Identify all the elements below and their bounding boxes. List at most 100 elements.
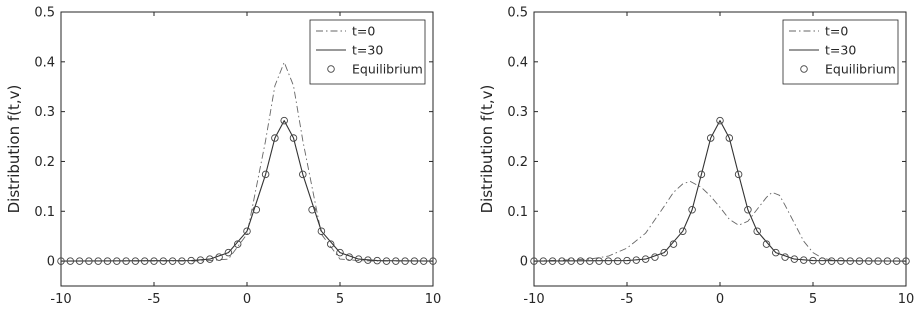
equilibrium-point	[669, 240, 678, 248]
legend-box	[309, 19, 426, 85]
equilibrium-point	[131, 257, 140, 265]
equilibrium-point	[336, 248, 344, 257]
series-equilibrium-markers	[57, 116, 437, 265]
equilibrium-point	[902, 257, 910, 265]
equilibrium-point	[224, 248, 233, 257]
equilibrium-point	[697, 170, 706, 179]
legend-box	[782, 19, 899, 85]
equilibrium-point	[159, 257, 168, 265]
equilibrium-point	[530, 257, 538, 265]
equilibrium-point	[401, 257, 409, 265]
legend-label: t=30	[352, 43, 383, 58]
equilibrium-point	[289, 134, 298, 142]
equilibrium-point	[641, 255, 650, 263]
x-tick-label: 0	[243, 292, 251, 307]
y-tick-label: 0.2	[507, 155, 528, 170]
series-line-t-30	[533, 120, 907, 262]
y-tick-label: 0	[47, 255, 55, 270]
equilibrium-point	[299, 170, 307, 179]
y-tick-label: 0.1	[507, 205, 528, 220]
equilibrium-point	[623, 256, 631, 265]
equilibrium-point	[651, 253, 659, 261]
x-tick-label: -10	[50, 292, 71, 307]
x-tick-label: -5	[621, 292, 634, 307]
series-line-t-0	[61, 61, 433, 262]
legend-label: t=30	[825, 43, 856, 58]
equilibrium-point	[725, 134, 734, 142]
legend: t=0 t=30 Equilibrium	[309, 19, 426, 85]
equilibrium-point	[734, 170, 743, 179]
equilibrium-point	[317, 227, 326, 235]
equilibrium-point	[874, 257, 882, 265]
equilibrium-point	[373, 256, 381, 265]
x-tick-label: -5	[148, 292, 161, 307]
legend: t=0 t=30 Equilibrium	[782, 19, 899, 85]
equilibrium-point	[113, 257, 121, 265]
y-tick-label: 0.5	[34, 6, 55, 21]
equilibrium-point	[595, 257, 603, 265]
legend-label: t=0	[825, 24, 848, 39]
equilibrium-point	[382, 257, 391, 265]
legend-label: Equilibrium	[825, 62, 896, 77]
equilibrium-point	[243, 227, 251, 235]
equilibrium-point	[308, 206, 316, 214]
equilibrium-point	[586, 257, 594, 265]
equilibrium-point	[632, 256, 641, 264]
equilibrium-point	[354, 255, 363, 263]
equilibrium-point	[576, 257, 585, 265]
x-tick-label: 5	[809, 292, 817, 307]
equilibrium-point	[168, 257, 177, 265]
equilibrium-point	[567, 257, 575, 265]
legend-marker-equilibrium	[800, 65, 808, 73]
equilibrium-point	[827, 257, 836, 265]
equilibrium-point	[364, 256, 372, 264]
equilibrium-point	[837, 257, 845, 265]
equilibrium-point	[613, 257, 622, 265]
equilibrium-point	[261, 170, 270, 179]
equilibrium-point	[539, 257, 548, 265]
equilibrium-point	[140, 257, 149, 265]
equilibrium-point	[345, 253, 354, 261]
legend-label: t=0	[352, 24, 375, 39]
equilibrium-point	[781, 253, 789, 261]
equilibrium-point	[865, 257, 873, 265]
equilibrium-point	[252, 206, 261, 214]
y-tick-label: 0.2	[34, 155, 55, 170]
series-equilibrium-markers	[530, 116, 910, 265]
equilibrium-point	[326, 240, 335, 248]
y-tick-label: 0.4	[507, 55, 528, 70]
equilibrium-point	[57, 257, 65, 265]
equilibrium-point	[809, 256, 817, 265]
x-tick-label: 10	[898, 292, 915, 307]
equilibrium-point	[187, 256, 195, 265]
y-axis-label: Distribution f(t,v)	[478, 85, 496, 214]
equilibrium-point	[206, 255, 214, 263]
equilibrium-point	[706, 134, 715, 142]
equilibrium-point	[818, 257, 827, 265]
equilibrium-point	[660, 248, 668, 257]
equilibrium-point	[772, 248, 780, 257]
chart-panel-2: -10 -5 0 5 10 0 0.1 0.2 0.3 0.4 0.5 Distribution f(…	[478, 6, 914, 308]
equilibrium-point	[883, 257, 892, 265]
equilibrium-point	[744, 206, 752, 214]
legend-marker-equilibrium	[327, 65, 335, 73]
equilibrium-point	[150, 257, 158, 265]
equilibrium-point	[548, 257, 557, 265]
legend-label: Equilibrium	[352, 62, 423, 77]
equilibrium-point	[94, 257, 102, 265]
equilibrium-point	[75, 257, 84, 265]
equilibrium-point	[753, 227, 761, 235]
equilibrium-point	[762, 240, 771, 248]
x-tick-label: -10	[523, 292, 544, 307]
equilibrium-point	[846, 257, 854, 265]
equilibrium-point	[271, 134, 279, 142]
x-tick-label: 0	[716, 292, 724, 307]
equilibrium-point	[85, 257, 93, 265]
equilibrium-point	[280, 116, 288, 125]
y-tick-label: 0.3	[34, 105, 55, 120]
y-tick-label: 0	[520, 255, 528, 270]
y-tick-label: 0.3	[507, 105, 528, 120]
equilibrium-point	[604, 257, 613, 265]
x-tick-label: 10	[425, 292, 442, 307]
